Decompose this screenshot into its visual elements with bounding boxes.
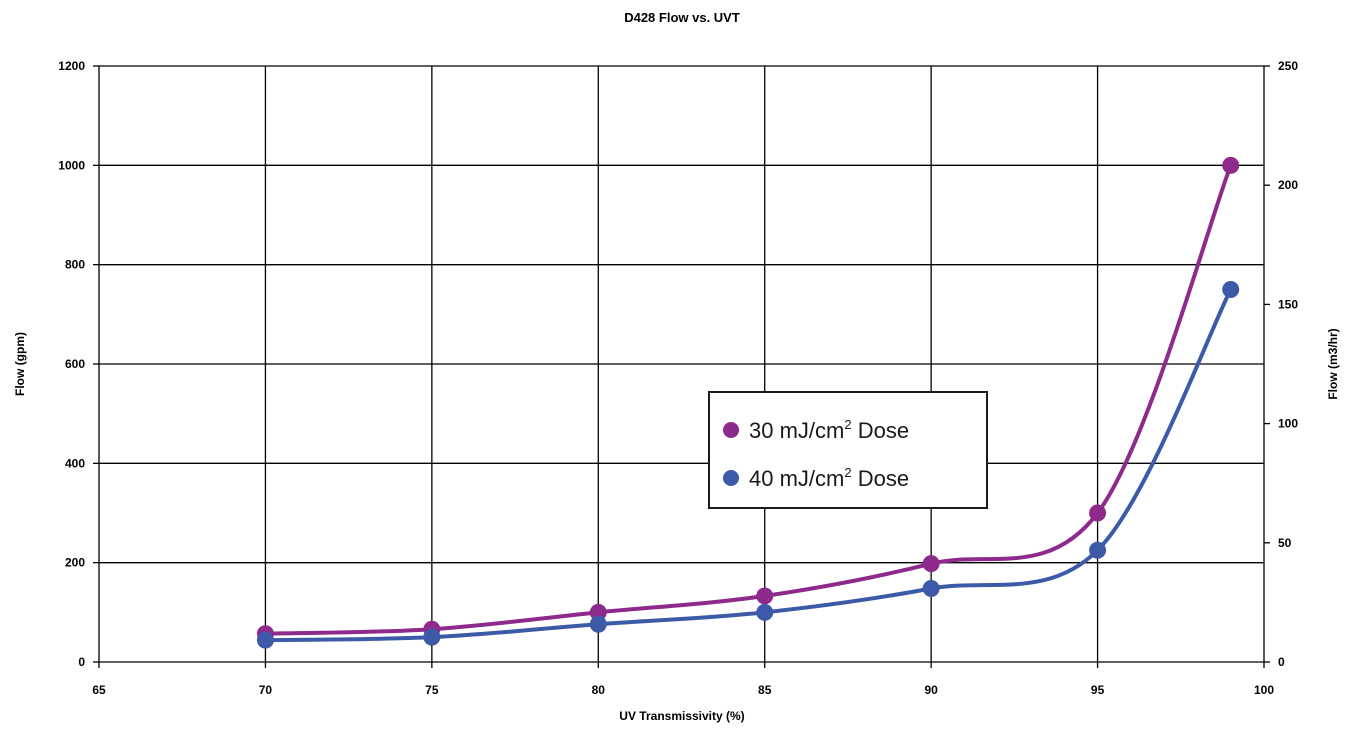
data-point	[589, 603, 607, 621]
y2-tick-label: 200	[1278, 178, 1298, 192]
chart-title: D428 Flow vs. UVT	[624, 10, 740, 25]
legend-marker	[723, 470, 739, 486]
x-tick-label: 70	[259, 683, 273, 697]
y-tick-label: 400	[65, 456, 85, 470]
y2-tick-label: 150	[1278, 297, 1298, 311]
data-point	[1222, 281, 1240, 298]
y2-tick-label: 0	[1278, 655, 1285, 669]
series-line	[263, 163, 1233, 636]
legend-marker	[723, 422, 739, 438]
x-tick-label: 95	[1091, 683, 1105, 697]
data-point	[922, 555, 940, 573]
data-point	[922, 579, 940, 597]
data-point	[1089, 504, 1107, 522]
data-point	[423, 628, 441, 646]
data-point	[756, 587, 774, 605]
y-tick-label: 0	[78, 655, 85, 669]
legend: 30 mJ/cm2 Dose 40 mJ/cm2 Dose	[708, 391, 988, 509]
y-tick-label: 1200	[58, 59, 85, 73]
y-tick-label: 200	[65, 556, 85, 570]
data-point	[756, 603, 774, 621]
data-point	[1222, 156, 1240, 174]
y-tick-label: 1000	[58, 158, 85, 172]
x-tick-label: 90	[924, 683, 938, 697]
legend-label: 30 mJ/cm2 Dose	[749, 417, 909, 443]
y2-tick-label: 50	[1278, 536, 1292, 550]
legend-label: 40 mJ/cm2 Dose	[749, 465, 909, 491]
grid	[98, 65, 1265, 663]
data-point	[256, 631, 274, 649]
series-layer	[256, 156, 1240, 649]
y-tick-label: 600	[65, 357, 85, 371]
data-point	[589, 615, 607, 633]
x-axis-label: UV Transmissivity (%)	[619, 709, 744, 723]
y-tick-label: 800	[65, 258, 85, 272]
x-tick-label: 75	[425, 683, 439, 697]
axes: 0 200 400 600 800 1000 1200 0 50 100 150 200 250 65 70…	[58, 59, 1298, 697]
x-tick-label: 65	[92, 683, 106, 697]
y2-tick-label: 100	[1278, 417, 1298, 431]
y2-tick-label: 250	[1278, 59, 1298, 73]
x-tick-label: 85	[758, 683, 772, 697]
legend-box	[708, 391, 988, 509]
y2-axis-label: Flow (m3/hr)	[1326, 328, 1340, 399]
x-tick-label: 100	[1254, 683, 1274, 697]
x-tick-label: 80	[592, 683, 606, 697]
data-point	[1089, 541, 1107, 559]
y-axis-label: Flow (gpm)	[13, 332, 27, 396]
